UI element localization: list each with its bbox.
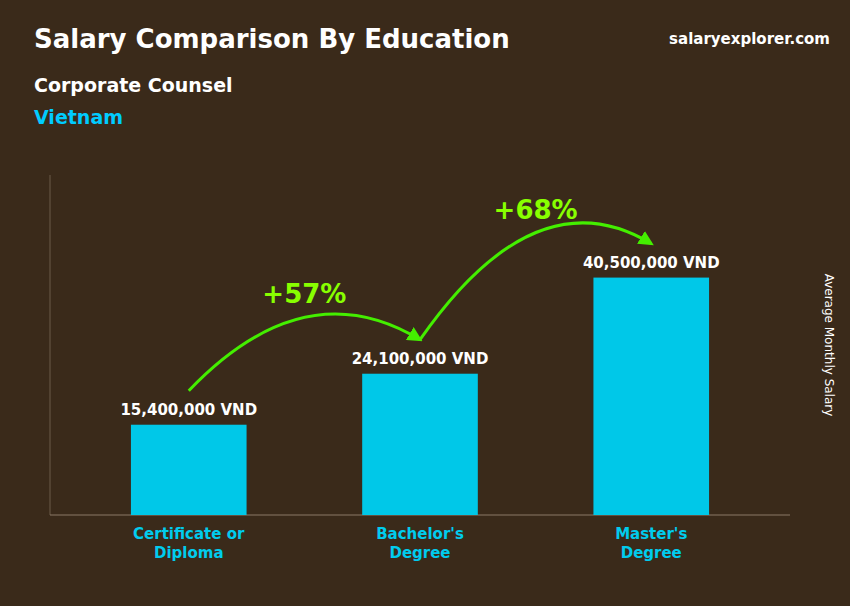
x-tick-label-line: Certificate or xyxy=(133,525,245,543)
subtitle: Corporate Counsel xyxy=(34,74,233,96)
brand: salaryexplorer.com xyxy=(669,30,830,48)
chart-container: Salary Comparison By Education Corporate … xyxy=(0,0,850,606)
data-label: 24,100,000 VND xyxy=(352,350,489,368)
x-tick-label: Certificate orDiploma xyxy=(133,525,245,562)
growth-arrow xyxy=(189,314,420,391)
x-tick-label-line: Bachelor's xyxy=(376,525,464,543)
chart: Salary Comparison By Education Corporate … xyxy=(0,0,850,606)
x-tick-label: Master'sDegree xyxy=(615,525,687,562)
title: Salary Comparison By Education xyxy=(34,24,510,54)
subtitle: Vietnam xyxy=(34,106,123,128)
bars xyxy=(131,278,709,515)
x-tick-label-line: Master's xyxy=(615,525,687,543)
bar xyxy=(362,374,478,515)
data-label: 40,500,000 VND xyxy=(583,254,720,272)
bar xyxy=(593,278,709,515)
bar xyxy=(131,425,247,515)
growth-label: +57% xyxy=(262,279,346,309)
x-tick-label: Bachelor'sDegree xyxy=(376,525,464,562)
growth-arrow xyxy=(420,223,651,340)
y-axis-line xyxy=(50,175,51,515)
y-axis-label: Average Monthly Salary xyxy=(822,274,836,417)
background xyxy=(0,0,850,606)
growth-label: +68% xyxy=(494,195,578,225)
x-tick-label-line: Degree xyxy=(621,544,682,562)
data-label: 15,400,000 VND xyxy=(120,401,257,419)
x-tick-label-line: Degree xyxy=(389,544,450,562)
x-tick-label-line: Diploma xyxy=(154,544,224,562)
